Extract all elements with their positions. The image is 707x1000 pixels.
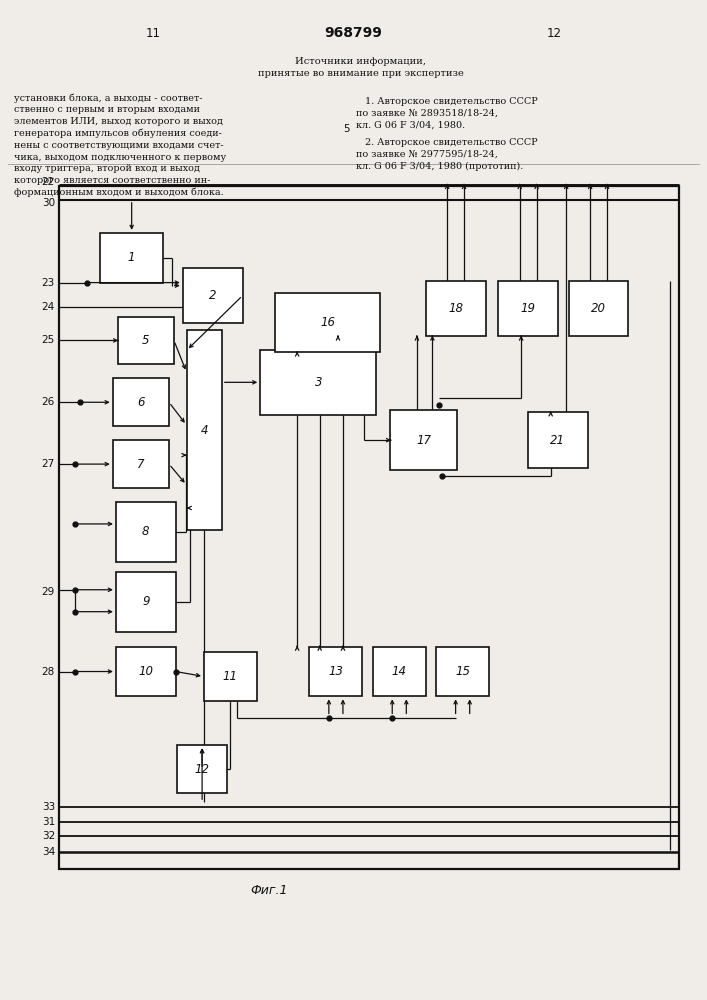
Text: 12: 12 <box>194 763 209 776</box>
Text: Источники информации,
принятые во внимание при экспертизе: Источники информации, принятые во вниман… <box>257 57 464 78</box>
Text: 28: 28 <box>42 667 55 677</box>
Bar <box>59 186 679 869</box>
Text: 19: 19 <box>520 302 536 315</box>
Text: 18: 18 <box>448 302 463 315</box>
Text: 33: 33 <box>42 802 55 812</box>
Text: 5: 5 <box>343 124 350 134</box>
Text: 34: 34 <box>42 847 55 857</box>
Bar <box>117 317 174 364</box>
Text: 2: 2 <box>209 289 216 302</box>
Bar <box>436 647 489 696</box>
Bar <box>528 412 588 468</box>
Bar <box>373 647 426 696</box>
Text: 12: 12 <box>547 27 561 40</box>
Text: 32: 32 <box>42 831 55 841</box>
Bar <box>116 572 175 632</box>
Bar <box>426 281 486 336</box>
Text: 8: 8 <box>142 525 149 538</box>
Text: 14: 14 <box>392 665 407 678</box>
Text: 30: 30 <box>42 198 55 208</box>
Text: 26: 26 <box>42 397 55 407</box>
Text: 15: 15 <box>455 665 470 678</box>
Text: Фиг.1: Фиг.1 <box>250 884 288 897</box>
Bar <box>116 502 175 562</box>
Bar <box>177 745 227 793</box>
Text: 16: 16 <box>320 316 335 329</box>
Text: 11: 11 <box>223 670 238 683</box>
Text: 27: 27 <box>42 459 55 469</box>
Bar <box>187 330 222 530</box>
Bar <box>390 410 457 470</box>
Text: 17: 17 <box>416 434 431 447</box>
Text: 13: 13 <box>328 665 344 678</box>
Text: 968799: 968799 <box>325 26 382 40</box>
Text: 31: 31 <box>42 817 55 827</box>
Text: 29: 29 <box>42 587 55 597</box>
Text: 1: 1 <box>128 251 136 264</box>
Text: 3: 3 <box>315 376 322 389</box>
Text: 11: 11 <box>146 27 160 40</box>
Text: 10: 10 <box>139 665 153 678</box>
Bar <box>310 647 362 696</box>
Text: 6: 6 <box>137 396 144 409</box>
Bar <box>274 293 380 352</box>
Bar <box>116 647 175 696</box>
Bar <box>568 281 629 336</box>
Bar <box>112 378 169 426</box>
Text: 24: 24 <box>42 302 55 312</box>
Bar <box>498 281 558 336</box>
Text: 9: 9 <box>142 595 149 608</box>
Text: 1. Авторское свидетельство СССР
по заявке № 2893518/18-24,
кл. G 06 F 3/04, 1980: 1. Авторское свидетельство СССР по заявк… <box>356 97 538 129</box>
Bar <box>204 652 257 701</box>
Text: 5: 5 <box>142 334 149 347</box>
Text: 21: 21 <box>550 434 565 447</box>
Text: 22: 22 <box>42 177 55 187</box>
Bar <box>260 350 376 415</box>
Text: 7: 7 <box>137 458 144 471</box>
Bar <box>112 440 169 488</box>
Text: 25: 25 <box>42 335 55 345</box>
Text: 2. Авторское свидетельство СССР
по заявке № 2977595/18-24,
кл. G 06 F 3/04, 1980: 2. Авторское свидетельство СССР по заявк… <box>356 138 538 171</box>
Text: 23: 23 <box>42 278 55 288</box>
Text: установки блока, а выходы - соответ-
ственно с первым и вторым входами
элементов: установки блока, а выходы - соответ- ств… <box>14 93 226 197</box>
Bar <box>100 233 163 283</box>
Text: 20: 20 <box>591 302 606 315</box>
Text: 4: 4 <box>201 424 208 437</box>
Bar <box>182 268 243 323</box>
